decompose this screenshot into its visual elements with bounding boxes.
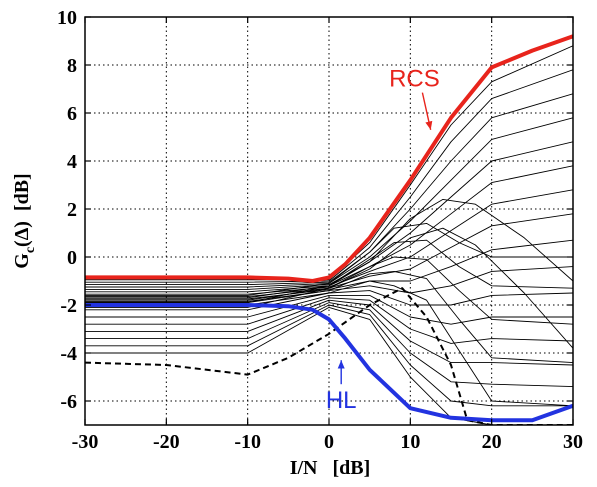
series-line (85, 165, 573, 293)
series-dashed-line (85, 287, 573, 425)
y-axis-label: Gc(Δ) [dB] (11, 173, 38, 268)
y-tick-label: 8 (67, 55, 77, 77)
x-tick-label: 0 (324, 431, 334, 453)
series-line (85, 304, 573, 407)
annotation-hl: HL (326, 387, 357, 414)
series-line (85, 93, 573, 286)
series-line (85, 306, 573, 425)
annotation-rcs: RCS (389, 66, 440, 93)
y-tick-label: -6 (60, 391, 77, 413)
x-tick-label: -30 (72, 431, 99, 453)
x-axis-label: I/N [dB] (290, 457, 371, 479)
y-tick-label: 2 (67, 199, 77, 221)
annotation-arrowhead (337, 360, 345, 369)
series-line (85, 69, 573, 283)
y-axis-label-main: G (11, 253, 33, 269)
annotation-layer: RCS HL (326, 66, 440, 415)
series-line (85, 198, 573, 304)
series-line (85, 239, 573, 299)
x-tick-label: 20 (482, 431, 502, 453)
series-line (85, 297, 573, 344)
series-line (85, 117, 573, 288)
series-line (85, 294, 573, 325)
y-tick-label: 4 (67, 151, 77, 173)
series-line (85, 141, 573, 290)
series-line (85, 270, 573, 364)
series-line (85, 213, 573, 298)
annotation-arrowhead (425, 120, 433, 130)
x-tick-label: -20 (153, 431, 180, 453)
x-tick-label: 30 (563, 431, 583, 453)
series-line (85, 299, 573, 366)
y-tick-label: -4 (60, 343, 77, 365)
y-tick-label: 0 (67, 247, 77, 269)
y-tick-label: 10 (57, 7, 77, 29)
series-layer (85, 34, 573, 425)
y-tick-label: -2 (60, 295, 77, 317)
x-tick-label: -10 (234, 431, 261, 453)
series-line (85, 256, 573, 325)
y-axis-label-sub: c (23, 247, 38, 253)
y-tick-label: 6 (67, 103, 77, 125)
series-line (85, 239, 573, 300)
y-axis-label-rest: (Δ) [dB] (11, 173, 33, 247)
series-rcs-line (85, 34, 573, 283)
x-tick-label: 10 (400, 431, 420, 453)
series-line (85, 302, 573, 388)
series-line (85, 222, 573, 296)
series-line (85, 227, 573, 349)
